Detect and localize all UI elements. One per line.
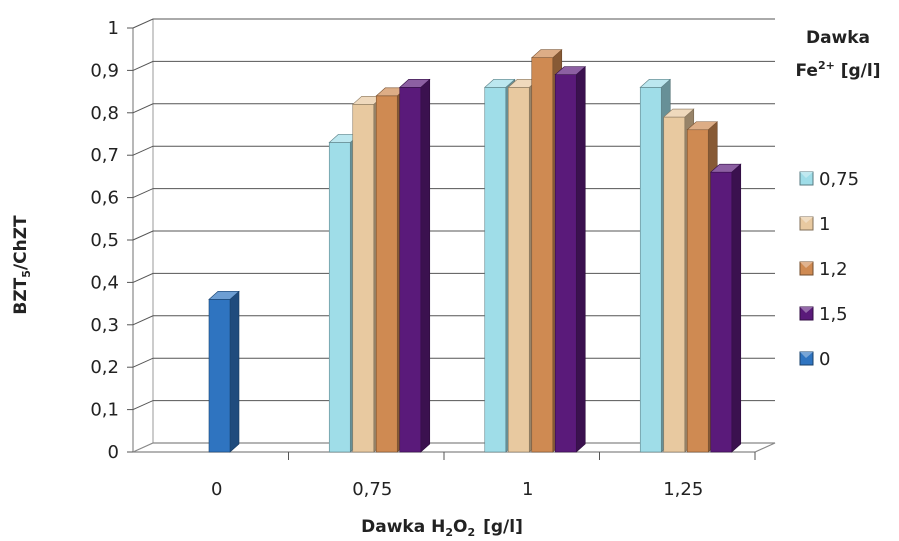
bar-front [686,129,709,453]
tick-labels: 0 0,1 0,2 0,3 0,4 0,5 0,6 0,7 0,8 0,9 1 0 0,75 1 1,25 [90,18,703,500]
y-tick-label: 0,2 [90,357,119,378]
bar [208,290,240,453]
y-tick-label: 0,9 [90,60,119,81]
y-tick-label: 0,7 [90,145,119,166]
legend-item: 1,2 [799,259,848,280]
y-tick-label: 0 [108,442,119,463]
bar-front [399,87,422,453]
legend-label: 1,5 [819,304,848,325]
bar-top [483,79,516,88]
legend-title-line2: Fe2+ [g/l] [795,59,880,81]
bar-front [710,171,733,453]
legend-label: 1 [819,214,830,235]
x-tick-label: 0,75 [352,479,392,500]
legend-swatch-highlight [800,262,813,268]
bar-side [575,65,586,453]
bar-front [639,87,662,453]
legend-swatch-highlight [800,352,813,358]
bar-front [663,116,686,453]
x-tick-label: 1,25 [663,479,703,500]
x-axis-title: Dawka H2O2 [g/l] [361,517,523,539]
bar-front [531,57,554,453]
bar-front [208,299,231,453]
legend-label: 0 [819,349,830,370]
y-axis-title: BZT5/ChZT [11,215,33,315]
bar-top [639,79,672,88]
y-tick-label: 0,8 [90,103,119,124]
bars [208,49,742,453]
legend-title-line1: Dawka [806,28,870,48]
y-tick-label: 0,6 [90,188,119,209]
bar [398,78,431,453]
legend-swatch-highlight [800,217,813,223]
y-tick-label: 0,4 [90,272,119,293]
bar-top [662,108,695,118]
x-tick-label: 1 [522,479,533,500]
bar-front [507,87,530,453]
bar-front [352,104,375,453]
gridline [132,18,775,29]
y-tick-label: 0,1 [90,400,119,421]
x-tick-label: 0 [211,479,222,500]
y-tick-label: 0,3 [90,315,119,336]
legend-item: 0 [799,349,830,370]
bar-front [554,74,577,453]
bar-top [686,121,719,131]
y-tick-label: 1 [108,18,119,39]
bar [709,163,742,453]
bar-top [208,291,240,300]
legend-label: 0,75 [819,169,859,190]
bar-front [375,95,398,453]
bar-side [229,290,240,453]
legend-item: 1 [799,214,830,235]
legend-item: 0,75 [799,169,859,190]
legend: 0,75 1 1,2 1,5 0 [799,169,859,370]
bar-top [554,66,587,75]
gridline [132,60,775,71]
bar-top [530,49,563,58]
legend-item: 1,5 [799,304,848,325]
y-tick-label: 0,5 [90,230,119,251]
legend-swatch-highlight [800,307,813,313]
bar-top [398,79,431,88]
bar-front [328,142,351,453]
bar-side [731,163,742,453]
bar-front [484,87,507,453]
bar-side [420,78,431,453]
legend-swatch-highlight [800,172,813,178]
bar-top [709,163,742,173]
legend-label: 1,2 [819,259,848,280]
bar [554,65,587,453]
